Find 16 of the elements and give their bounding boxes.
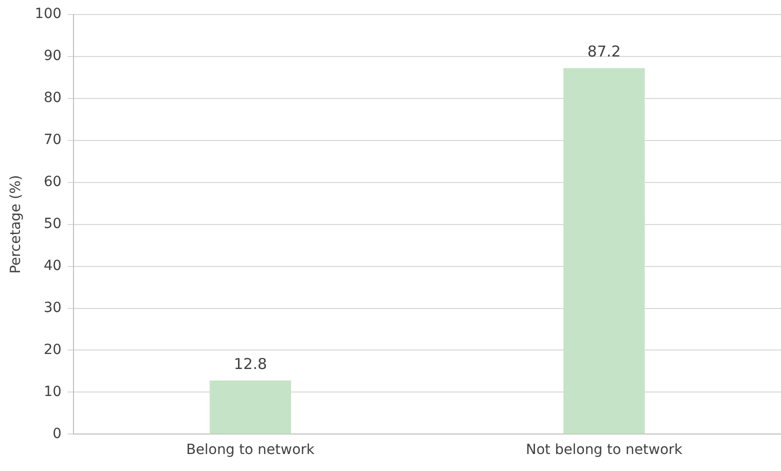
x-tick-label: Not belong to network <box>526 442 684 458</box>
data-label: 12.8 <box>234 354 268 373</box>
y-tick-label: 20 <box>44 342 62 358</box>
x-tick-label: Belong to network <box>186 442 316 458</box>
y-tick-label: 40 <box>44 258 62 274</box>
y-tick-label: 70 <box>44 132 62 148</box>
y-tick-label: 0 <box>52 426 62 442</box>
y-axis-title: Percetage (%) <box>8 175 24 274</box>
y-tick-label: 30 <box>44 300 62 316</box>
y-tick-label: 50 <box>44 216 62 232</box>
y-tick-label: 100 <box>34 6 62 22</box>
y-tick-label: 90 <box>44 48 62 64</box>
data-label: 87.2 <box>587 42 621 61</box>
y-tick-label: 60 <box>44 174 62 190</box>
y-tick-label: 80 <box>44 90 62 106</box>
y-tick-label: 10 <box>44 384 62 400</box>
